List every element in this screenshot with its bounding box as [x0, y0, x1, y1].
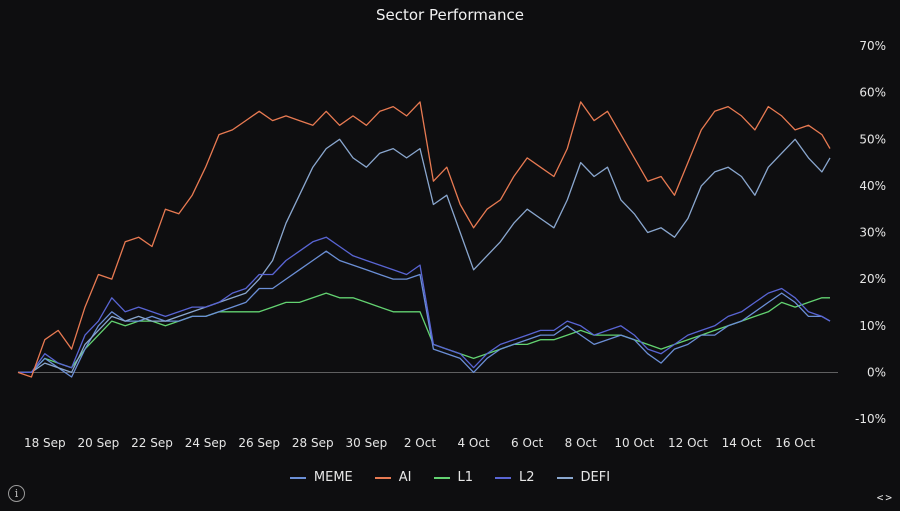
- next-arrow-button[interactable]: >: [885, 491, 894, 504]
- x-tick-label: 16 Oct: [775, 436, 815, 450]
- legend-swatch: [289, 476, 306, 479]
- x-tick-label: 6 Oct: [511, 436, 543, 450]
- legend-item-l1[interactable]: L1: [433, 470, 474, 485]
- x-tick-label: 30 Sep: [346, 436, 388, 450]
- legend-label: L1: [457, 470, 474, 485]
- x-tick-label: 28 Sep: [292, 436, 334, 450]
- sector-performance-chart: -10% 0% 10% 20% 30% 40% 50% 60% 70% 18 Sep 20 Sep 2…: [17, 39, 886, 450]
- chart-title: Sector Performance: [375, 6, 525, 24]
- legend-swatch: [495, 476, 512, 479]
- legend-swatch: [433, 476, 450, 479]
- prev-arrow-button[interactable]: <: [876, 491, 886, 504]
- legend-label: L2: [519, 470, 535, 485]
- y-tick-label: 70%: [859, 39, 886, 53]
- legend-item-meme[interactable]: MEME: [289, 470, 353, 485]
- series-line-defi: [18, 138, 831, 374]
- y-tick-label: 60%: [859, 86, 886, 100]
- y-tick-label: 50%: [859, 132, 886, 146]
- x-tick-label: 24 Sep: [185, 436, 227, 450]
- y-tick-label: 30%: [859, 226, 886, 240]
- legend-swatch: [374, 476, 391, 479]
- x-tick-label: 26 Sep: [238, 436, 280, 450]
- y-tick-label: -10%: [855, 412, 886, 426]
- legend-label: MEME: [313, 470, 353, 485]
- legend-label: AI: [398, 470, 412, 485]
- chart-legend: MEME AI L1 L2 DEFI: [0, 470, 900, 485]
- x-tick-label: 22 Sep: [131, 436, 173, 450]
- x-tick-label: 8 Oct: [565, 436, 597, 450]
- legend-item-defi[interactable]: DEFI: [556, 470, 611, 485]
- legend-label: DEFI: [580, 470, 611, 485]
- y-tick-label: 0%: [867, 365, 886, 379]
- x-tick-label: 4 Oct: [457, 436, 489, 450]
- legend-item-ai[interactable]: AI: [374, 470, 412, 485]
- x-tick-label: 12 Oct: [668, 436, 708, 450]
- chart-navigation: <>: [877, 491, 894, 504]
- y-tick-label: 20%: [859, 272, 886, 286]
- legend-item-l2[interactable]: L2: [495, 470, 535, 485]
- series-line-meme: [18, 250, 831, 378]
- series-line-l1: [18, 292, 830, 374]
- y-tick-label: 40%: [859, 179, 886, 193]
- x-tick-label: 10 Oct: [614, 436, 654, 450]
- legend-swatch: [556, 476, 573, 479]
- y-tick-label: 10%: [859, 319, 886, 333]
- series-line-l2: [18, 236, 831, 374]
- x-tick-label: 18 Sep: [24, 436, 66, 450]
- x-tick-label: 14 Oct: [722, 436, 762, 450]
- info-icon[interactable]: i: [8, 485, 25, 502]
- x-tick-label: 2 Oct: [404, 436, 436, 450]
- x-tick-label: 20 Sep: [78, 436, 120, 450]
- series-line-ai: [17, 101, 831, 378]
